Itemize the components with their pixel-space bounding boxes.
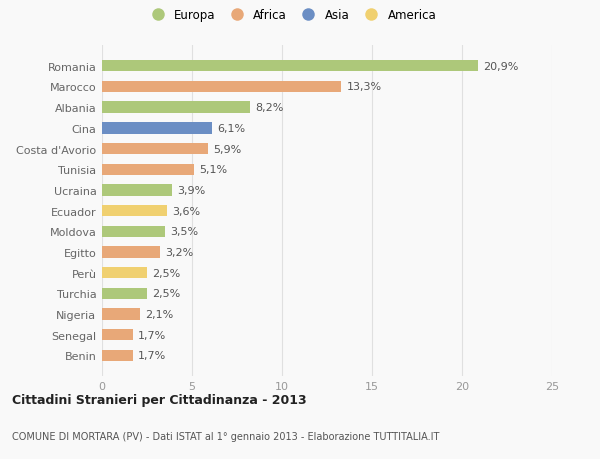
Bar — [102, 123, 212, 134]
Bar — [102, 164, 194, 175]
Bar — [102, 102, 250, 113]
Text: 1,7%: 1,7% — [138, 351, 166, 361]
Bar — [102, 288, 147, 299]
Text: 20,9%: 20,9% — [484, 62, 519, 72]
Text: 8,2%: 8,2% — [255, 103, 283, 113]
Text: 2,5%: 2,5% — [152, 268, 181, 278]
Bar — [102, 330, 133, 341]
Text: 3,2%: 3,2% — [165, 247, 193, 257]
Text: Cittadini Stranieri per Cittadinanza - 2013: Cittadini Stranieri per Cittadinanza - 2… — [12, 393, 307, 406]
Bar — [102, 247, 160, 258]
Text: 5,9%: 5,9% — [214, 144, 242, 154]
Bar — [102, 309, 140, 320]
Text: 1,7%: 1,7% — [138, 330, 166, 340]
Text: 3,5%: 3,5% — [170, 227, 199, 237]
Text: 13,3%: 13,3% — [347, 82, 382, 92]
Text: 2,1%: 2,1% — [145, 309, 173, 319]
Bar — [102, 226, 165, 237]
Text: 2,5%: 2,5% — [152, 289, 181, 299]
Text: 5,1%: 5,1% — [199, 165, 227, 175]
Bar — [102, 350, 133, 361]
Bar — [102, 82, 341, 93]
Bar — [102, 61, 478, 72]
Bar — [102, 144, 208, 155]
Text: COMUNE DI MORTARA (PV) - Dati ISTAT al 1° gennaio 2013 - Elaborazione TUTTITALIA: COMUNE DI MORTARA (PV) - Dati ISTAT al 1… — [12, 431, 439, 441]
Text: 6,1%: 6,1% — [217, 123, 245, 134]
Bar — [102, 206, 167, 217]
Bar — [102, 268, 147, 279]
Text: 3,6%: 3,6% — [172, 206, 200, 216]
Text: 3,9%: 3,9% — [178, 185, 206, 196]
Bar — [102, 185, 172, 196]
Legend: Europa, Africa, Asia, America: Europa, Africa, Asia, America — [142, 6, 440, 26]
